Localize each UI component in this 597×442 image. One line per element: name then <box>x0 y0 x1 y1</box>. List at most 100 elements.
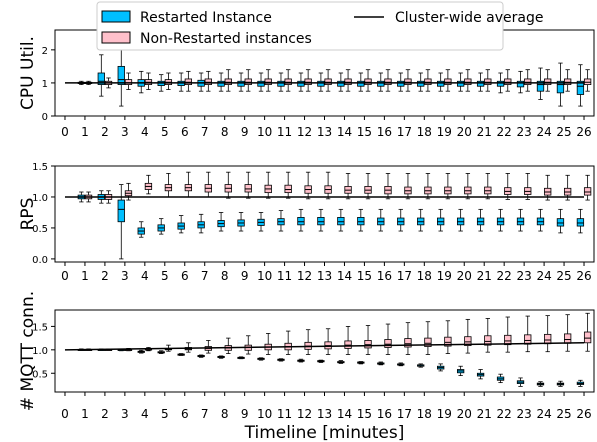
x-tick-label: 11 <box>277 407 292 421</box>
legend-swatch-restarted <box>101 10 131 23</box>
box-body <box>297 80 305 87</box>
box-mark <box>384 69 392 92</box>
x-tick-label: 18 <box>417 407 432 421</box>
x-tick-label: 21 <box>477 269 492 283</box>
box-mark <box>224 337 232 354</box>
box-mark <box>484 69 492 92</box>
box-mark <box>344 325 352 355</box>
x-tick-label: 21 <box>477 407 492 421</box>
x-tick-label: 22 <box>497 407 512 421</box>
box-body <box>476 80 485 87</box>
box-mark <box>237 72 245 92</box>
x-tick-label: 7 <box>201 407 209 421</box>
y-tick-label: 1.0 <box>32 346 48 357</box>
x-tick-label: 20 <box>457 407 472 421</box>
box-mark <box>224 69 232 92</box>
legend-label-restarted: Restarted Instance <box>140 10 272 26</box>
box-mark <box>536 67 545 100</box>
x-tick-label: 2 <box>101 269 109 283</box>
box-mark <box>184 171 193 198</box>
box-body <box>583 187 592 196</box>
box-body <box>237 80 245 87</box>
box-mark <box>536 208 545 232</box>
x-tick-label: 5 <box>161 407 169 421</box>
box-mark <box>524 173 532 200</box>
x-tick-label: 12 <box>297 407 312 421</box>
x-tick-label: 20 <box>457 125 472 139</box>
box-mark <box>124 72 133 90</box>
box-mark <box>576 64 585 107</box>
box-mark <box>204 171 212 198</box>
x-tick-label: 15 <box>357 269 372 283</box>
x-tick-label: 18 <box>417 125 432 139</box>
box-mark <box>444 320 452 354</box>
x-tick-label: 8 <box>221 269 229 283</box>
y-tick-label: 1.5 <box>32 322 48 333</box>
box-body <box>277 80 285 87</box>
x-tick-label: 19 <box>437 407 452 421</box>
box-mark <box>304 329 312 355</box>
box-mark <box>164 72 173 90</box>
box-body <box>217 80 225 87</box>
x-tick-label: 23 <box>516 269 531 283</box>
y-tick-label: 1.5 <box>32 162 48 173</box>
box-mark <box>417 72 425 92</box>
x-tick-label: 20 <box>457 269 472 283</box>
box-mark <box>516 208 525 232</box>
series-non-restarted <box>84 171 592 204</box>
x-tick-label: 11 <box>277 269 292 283</box>
box-body <box>444 336 452 347</box>
box-mark <box>244 69 252 92</box>
x-tick-label: 7 <box>201 269 209 283</box>
x-tick-label: 25 <box>556 269 571 283</box>
x-tick-label: 8 <box>221 407 229 421</box>
box-mark <box>576 208 585 234</box>
box-mark <box>337 360 345 364</box>
x-tick-label: 12 <box>297 125 312 139</box>
box-mark <box>476 208 485 232</box>
x-tick-label: 10 <box>257 125 272 139</box>
box-mark <box>564 314 572 352</box>
box-mark <box>277 358 285 362</box>
x-tick-label: 12 <box>297 269 312 283</box>
box-mark <box>177 215 185 234</box>
box-mark <box>144 174 153 195</box>
x-tick-label: 2 <box>101 125 109 139</box>
box-mark <box>357 361 365 365</box>
box-mark <box>204 340 212 354</box>
box-mark <box>397 72 405 92</box>
x-tick-label: 21 <box>477 125 492 139</box>
box-mark <box>456 365 465 377</box>
box-body <box>337 80 345 87</box>
box-mark <box>284 69 292 92</box>
box-body <box>564 333 572 344</box>
box-mark <box>424 173 432 200</box>
x-tick-label: 19 <box>437 269 452 283</box>
x-tick-label: 26 <box>576 407 591 421</box>
box-body <box>397 80 405 87</box>
box-mark <box>237 356 245 360</box>
box-mark <box>277 72 285 92</box>
box-body <box>484 335 492 346</box>
x-tick-label: 3 <box>121 125 129 139</box>
x-tick-label: 4 <box>141 125 149 139</box>
x-tick-label: 18 <box>417 269 432 283</box>
box-mark <box>556 208 565 234</box>
box-mark <box>437 363 445 372</box>
box-mark <box>324 171 332 200</box>
box-body <box>576 218 585 227</box>
x-tick-label: 11 <box>277 125 292 139</box>
box-mark <box>456 208 465 232</box>
x-tick-label: 6 <box>181 125 189 139</box>
x-tick-label: 23 <box>516 407 531 421</box>
box-mark <box>437 208 445 232</box>
box-mark <box>197 72 205 92</box>
box-mark <box>144 72 153 90</box>
x-axis-title: Timeline [minutes] <box>244 423 405 442</box>
y-tick-label: 0.5 <box>32 369 48 380</box>
box-mark <box>244 171 252 199</box>
x-tick-label: 5 <box>161 269 169 283</box>
box-mark <box>583 174 592 201</box>
box-mark <box>317 208 325 232</box>
x-tick-label: 9 <box>241 269 249 283</box>
